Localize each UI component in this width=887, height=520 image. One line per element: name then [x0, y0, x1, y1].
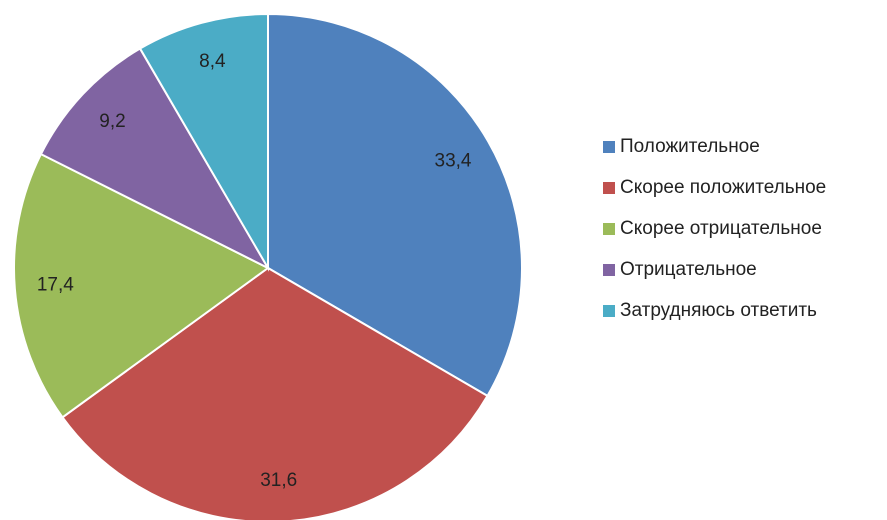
- legend-swatch: [603, 223, 615, 235]
- legend-label: Отрицательное: [620, 259, 757, 280]
- legend-swatch: [603, 141, 615, 153]
- legend-label: Затрудняюсь ответить: [620, 300, 817, 321]
- legend-label: Положительное: [620, 136, 760, 157]
- pie-slice: [39, 47, 271, 271]
- pie-slice: [138, 12, 269, 272]
- legend-swatch: [603, 305, 615, 317]
- pie-slice: [13, 152, 270, 419]
- data-label: 8,4: [199, 51, 226, 72]
- legend-swatch: [603, 182, 615, 194]
- data-label: 33,4: [435, 151, 472, 172]
- legend-swatch: [603, 264, 615, 276]
- legend-label: Скорее отрицательное: [620, 218, 822, 239]
- pie-slice: [61, 266, 489, 520]
- pie-slice: [267, 12, 523, 398]
- data-label: 31,6: [260, 470, 297, 491]
- data-label: 17,4: [37, 274, 74, 295]
- legend-label: Скорее положительное: [620, 177, 826, 198]
- data-label: 9,2: [99, 111, 125, 132]
